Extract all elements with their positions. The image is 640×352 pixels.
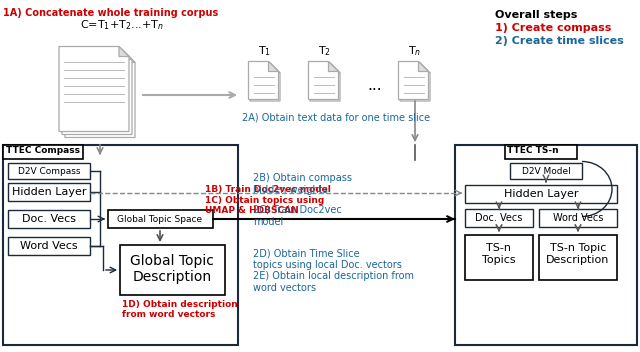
Bar	[510, 163, 582, 179]
Text: TS-n
Topics: TS-n Topics	[482, 243, 516, 265]
Bar	[120, 245, 225, 295]
Text: ...: ...	[368, 77, 382, 93]
Bar	[539, 235, 617, 280]
Text: 1D) Obtain description
from word vectors: 1D) Obtain description from word vectors	[122, 300, 237, 319]
Polygon shape	[330, 63, 340, 73]
Bar	[455, 145, 637, 345]
Text: Hidden Layer: Hidden Layer	[504, 189, 579, 199]
Polygon shape	[122, 50, 132, 59]
Text: Hidden Layer: Hidden Layer	[12, 187, 86, 197]
Text: 2C) Train Doc2vec
model: 2C) Train Doc2vec model	[253, 205, 342, 227]
Text: 2D) Obtain Time Slice
topics using local Doc. vectors
2E) Obtain local descripti: 2D) Obtain Time Slice topics using local…	[253, 248, 414, 293]
Text: Doc. Vecs: Doc. Vecs	[22, 214, 76, 224]
Text: T$_1$: T$_1$	[259, 44, 271, 58]
Text: Word Vecs: Word Vecs	[20, 241, 78, 251]
Text: Word Vecs: Word Vecs	[553, 213, 603, 223]
Text: Description: Description	[132, 270, 212, 284]
Polygon shape	[119, 46, 129, 57]
Text: TTEC TS-n: TTEC TS-n	[507, 146, 559, 155]
Bar	[539, 209, 617, 227]
Polygon shape	[420, 63, 430, 73]
Bar	[465, 235, 533, 280]
Text: D2V Compass: D2V Compass	[18, 166, 80, 176]
Text: 1A) Concatenate whole training corpus: 1A) Concatenate whole training corpus	[3, 8, 218, 18]
Bar	[8, 210, 90, 228]
Bar	[8, 163, 90, 179]
Text: 2B) Obtain compass
hidden weights: 2B) Obtain compass hidden weights	[253, 173, 352, 195]
Polygon shape	[270, 63, 280, 73]
Bar	[465, 209, 533, 227]
Polygon shape	[308, 62, 339, 100]
Text: T$_n$: T$_n$	[408, 44, 422, 58]
Polygon shape	[400, 63, 430, 101]
Polygon shape	[328, 62, 339, 71]
Bar	[3, 145, 83, 159]
Bar	[465, 185, 617, 203]
Text: Global Topic Space: Global Topic Space	[117, 214, 203, 224]
Polygon shape	[62, 50, 132, 134]
Polygon shape	[65, 52, 135, 138]
Text: 2) Create time slices: 2) Create time slices	[495, 36, 624, 46]
Polygon shape	[310, 63, 340, 101]
Bar	[108, 210, 213, 228]
Text: D2V Model: D2V Model	[522, 166, 570, 176]
Bar	[8, 183, 90, 201]
Bar	[3, 145, 238, 345]
Text: Global Topic: Global Topic	[130, 254, 214, 268]
Bar	[8, 237, 90, 255]
Polygon shape	[250, 63, 280, 101]
Text: 1B) Train Doc2vec model: 1B) Train Doc2vec model	[205, 185, 331, 194]
Polygon shape	[399, 62, 429, 100]
Polygon shape	[125, 52, 135, 63]
Text: C=T$_1$+T$_2$...+T$_n$: C=T$_1$+T$_2$...+T$_n$	[80, 18, 164, 32]
Polygon shape	[59, 46, 129, 132]
Text: TTEC Compass: TTEC Compass	[6, 146, 80, 155]
Text: TS-n Topic
Description: TS-n Topic Description	[547, 243, 610, 265]
Polygon shape	[248, 62, 278, 100]
Text: 1) Create compass: 1) Create compass	[495, 23, 611, 33]
Text: T$_2$: T$_2$	[319, 44, 332, 58]
Polygon shape	[269, 62, 278, 71]
Text: Overall steps: Overall steps	[495, 10, 577, 20]
Bar	[505, 145, 577, 159]
Text: 2A) Obtain text data for one time slice: 2A) Obtain text data for one time slice	[242, 112, 430, 122]
Polygon shape	[419, 62, 429, 71]
Text: 1C) Obtain topics using
UMAP & HDBSCAN: 1C) Obtain topics using UMAP & HDBSCAN	[205, 196, 324, 215]
Text: Doc. Vecs: Doc. Vecs	[476, 213, 523, 223]
